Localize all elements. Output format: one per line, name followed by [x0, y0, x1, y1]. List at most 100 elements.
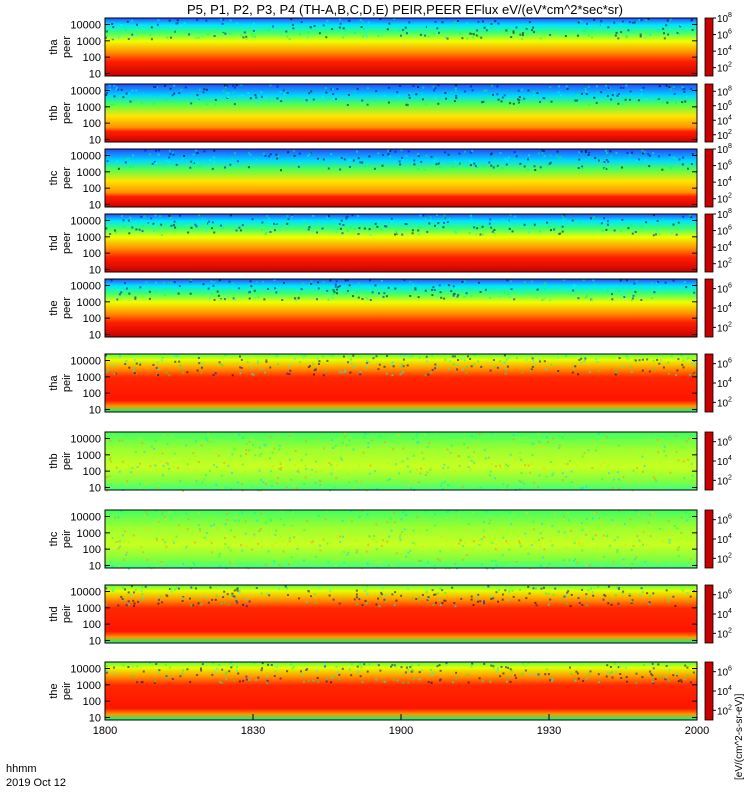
- y-tick-label: 1000: [77, 36, 101, 48]
- y-tick-label: 100: [83, 696, 101, 708]
- y-tick-label: 1000: [77, 232, 101, 244]
- colorbar-tick-exponent: 4: [728, 241, 732, 248]
- colorbar-tick-exponent: 6: [728, 283, 732, 290]
- y-tick-label: 1000: [77, 102, 101, 114]
- colorbar-tick-exponent: 2: [728, 321, 732, 328]
- colorbar-tick-exponent: 6: [728, 436, 732, 443]
- x-tick-label: 1800: [93, 725, 117, 737]
- panel-frame: [104, 353, 698, 413]
- y-tick-label: 10000: [70, 433, 101, 445]
- y-tick-label: 100: [83, 118, 101, 130]
- colorbar-tick-label: 10: [717, 629, 729, 640]
- colorbar-tick-exponent: 2: [728, 258, 732, 265]
- colorbar-tick-label: 10: [717, 227, 729, 238]
- colorbar-tick-exponent: 4: [728, 176, 732, 183]
- colorbar-tick-label: 10: [717, 457, 729, 468]
- colorbar-tick-label: 10: [717, 687, 729, 698]
- colorbar-tick-exponent: 8: [728, 12, 732, 19]
- colorbar-tick-label: 10: [717, 31, 729, 42]
- colorbar-tick-label: 10: [717, 285, 729, 296]
- y-tick-label: 100: [83, 183, 101, 195]
- panel-probe-label: the: [48, 300, 60, 315]
- y-tick-label: 100: [83, 619, 101, 631]
- colorbar-tick-label: 10: [717, 379, 729, 390]
- colorbar-tick-label: 10: [717, 323, 729, 334]
- colorbar-tick-label: 10: [717, 706, 729, 717]
- colorbar-tick-exponent: 2: [728, 704, 732, 711]
- spectrogram-image: [105, 279, 697, 337]
- figure-title: P5, P1, P2, P3, P4 (TH-A,B,C,D,E) PEIR,P…: [187, 2, 623, 17]
- colorbar-tick-label: 10: [717, 304, 729, 315]
- colorbar-tick-exponent: 6: [728, 589, 732, 596]
- y-tick-label: 100: [83, 52, 101, 64]
- colorbar-tick-exponent: 4: [728, 377, 732, 384]
- spectrogram-texture: [105, 585, 696, 608]
- y-tick-label: 10000: [70, 511, 101, 523]
- y-tick-label: 10: [89, 635, 101, 647]
- colorbar-tick-exponent: 2: [728, 62, 732, 69]
- y-tick-label: 100: [83, 466, 101, 478]
- panel-product-label: peir: [61, 604, 73, 623]
- colorbar-tick-exponent: 6: [728, 225, 732, 232]
- y-tick-label: 10: [89, 329, 101, 341]
- y-tick-label: 1000: [77, 372, 101, 384]
- colorbar-tick-exponent: 6: [728, 29, 732, 36]
- y-tick-label: 10000: [70, 280, 101, 292]
- panel-probe-label: tha: [48, 38, 60, 54]
- panel-probe-label: thd: [48, 235, 60, 250]
- spectrogram-image: [105, 18, 697, 76]
- colorbar: [704, 509, 714, 569]
- y-tick-label: 1000: [77, 528, 101, 540]
- colorbar-tick-exponent: 4: [728, 685, 732, 692]
- panel-frame: [104, 213, 698, 273]
- colorbar-tick-label: 10: [717, 476, 729, 487]
- colorbar-tick-exponent: 4: [728, 455, 732, 462]
- colorbar-tick-label: 10: [717, 195, 729, 206]
- colorbar-tick-exponent: 2: [728, 396, 732, 403]
- panel-probe-label: thb: [48, 105, 60, 120]
- y-tick-label: 10: [89, 404, 101, 416]
- colorbar-tick-exponent: 2: [728, 627, 732, 634]
- spectrogram-texture: [105, 662, 695, 685]
- panel-frame: [104, 148, 698, 208]
- colorbar-tick-label: 10: [717, 438, 729, 449]
- colorbar-tick-exponent: 6: [728, 666, 732, 673]
- panel-product-label: peer: [61, 102, 73, 124]
- y-tick-label: 1000: [77, 450, 101, 462]
- y-tick-label: 10000: [70, 215, 101, 227]
- panel-product-label: peer: [61, 232, 73, 254]
- y-tick-label: 1000: [77, 680, 101, 692]
- colorbar-tick-label: 10: [717, 47, 729, 58]
- y-tick-label: 1000: [77, 603, 101, 615]
- colorbar-tick-label: 10: [717, 145, 729, 156]
- colorbar-tick-exponent: 8: [728, 143, 732, 150]
- colorbar: [704, 148, 714, 208]
- colorbar-tick-label: 10: [717, 610, 729, 621]
- panel-product-label: peer: [61, 297, 73, 319]
- y-tick-label: 10000: [70, 19, 101, 31]
- colorbar-tick-exponent: 4: [728, 608, 732, 615]
- colorbar-tick-label: 10: [717, 64, 729, 75]
- colorbar-tick-exponent: 2: [728, 474, 732, 481]
- colorbar-tick-label: 10: [717, 131, 729, 142]
- colorbar-tick-label: 10: [717, 591, 729, 602]
- colorbar: [704, 278, 714, 338]
- colorbar-tick-label: 10: [717, 535, 729, 546]
- panel-frame: [104, 83, 698, 143]
- colorbar: [704, 83, 714, 143]
- colorbar-tick-label: 10: [717, 360, 729, 371]
- colorbar: [704, 584, 714, 644]
- y-tick-label: 10: [89, 712, 101, 724]
- colorbar-tick-exponent: 8: [728, 85, 732, 92]
- colorbar-tick-exponent: 6: [728, 100, 732, 107]
- panel-frame: [104, 17, 698, 77]
- colorbar-tick-exponent: 2: [728, 129, 732, 136]
- colorbar-tick-label: 10: [717, 87, 729, 98]
